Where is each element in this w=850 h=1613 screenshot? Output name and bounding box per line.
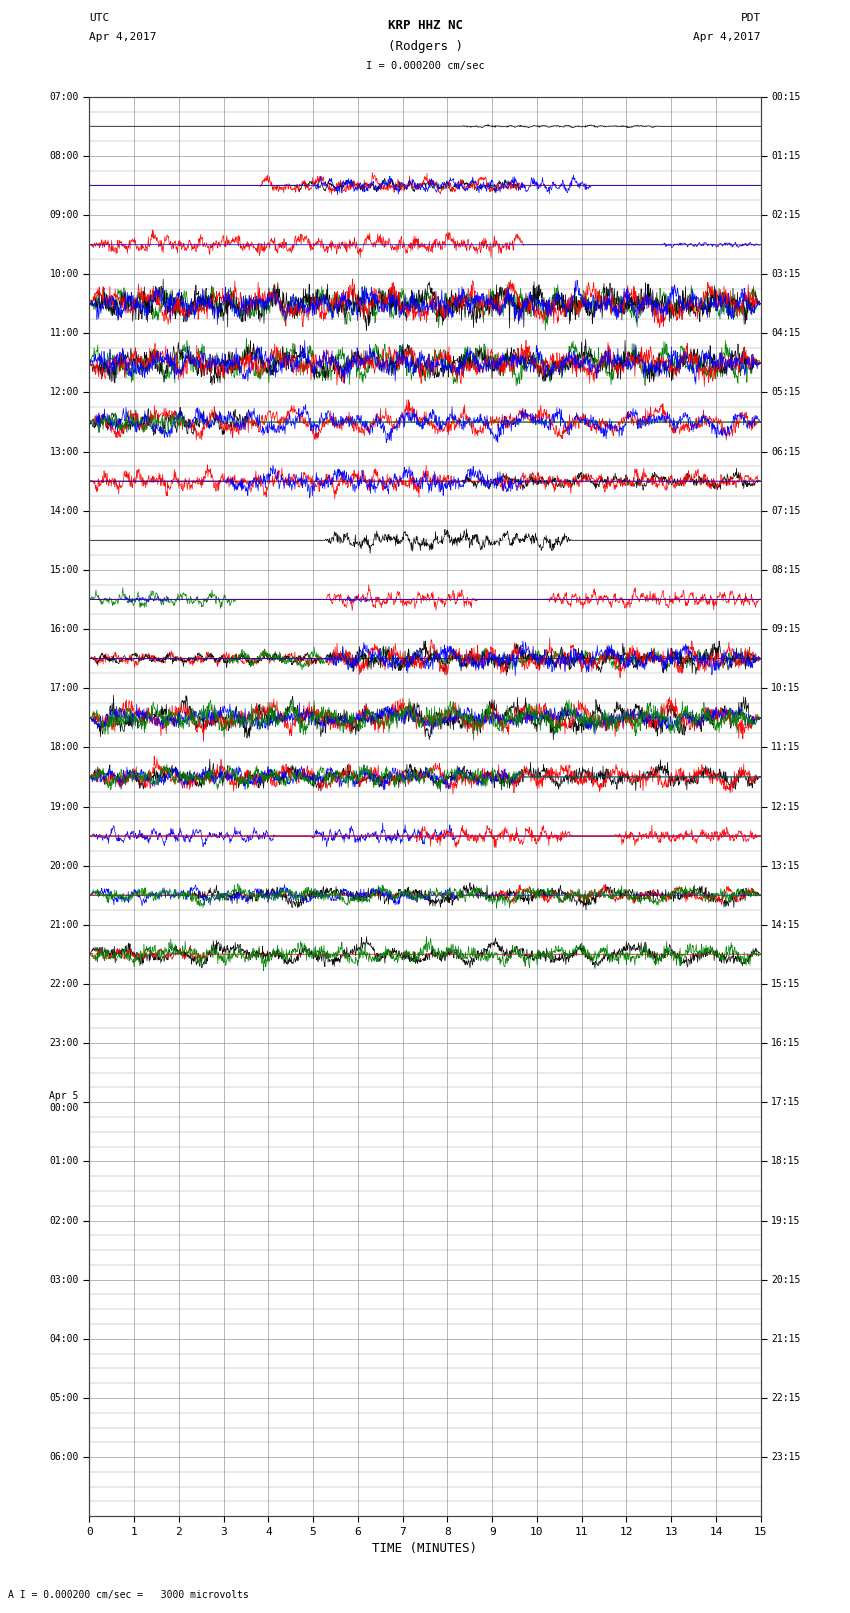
Text: (Rodgers ): (Rodgers ) xyxy=(388,40,462,53)
Text: I = 0.000200 cm/sec: I = 0.000200 cm/sec xyxy=(366,61,484,71)
Text: Apr 4,2017: Apr 4,2017 xyxy=(89,32,156,42)
Text: KRP HHZ NC: KRP HHZ NC xyxy=(388,19,462,32)
Text: PDT: PDT xyxy=(740,13,761,23)
X-axis label: TIME (MINUTES): TIME (MINUTES) xyxy=(372,1542,478,1555)
Text: A I = 0.000200 cm/sec =   3000 microvolts: A I = 0.000200 cm/sec = 3000 microvolts xyxy=(8,1590,249,1600)
Text: UTC: UTC xyxy=(89,13,110,23)
Text: Apr 4,2017: Apr 4,2017 xyxy=(694,32,761,42)
